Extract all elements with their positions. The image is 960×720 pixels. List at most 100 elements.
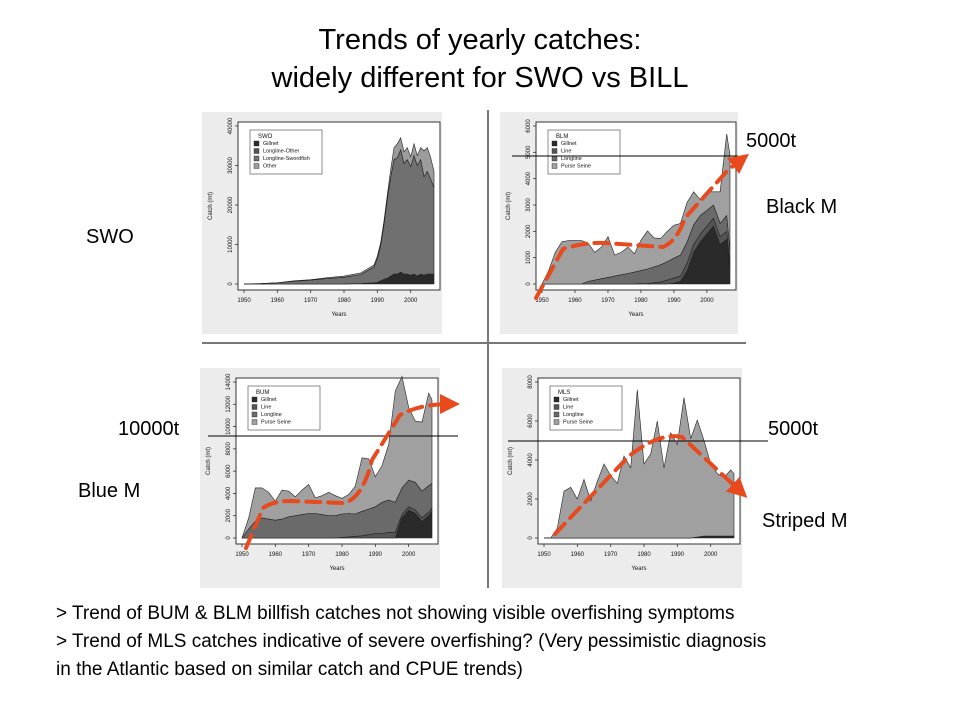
y-tick-label: 0 bbox=[526, 282, 532, 286]
y-tick-label: 4000 bbox=[526, 171, 532, 185]
legend-swatch bbox=[253, 148, 260, 154]
legend-box bbox=[247, 385, 321, 431]
legend-box bbox=[249, 129, 323, 175]
legend-entry: Purse Seine bbox=[561, 164, 591, 170]
y-axis-label: Catch (mt) bbox=[208, 192, 214, 220]
bum-trend-arrow bbox=[244, 394, 460, 550]
mls-trend-arrow bbox=[553, 434, 748, 536]
legend-box bbox=[549, 385, 623, 431]
slide-title-line-2: widely different for SWO vs BILL bbox=[271, 62, 689, 94]
legend-swatch bbox=[251, 404, 258, 410]
x-tick-label: 2000 bbox=[402, 552, 416, 558]
bum-level-label: 10000t bbox=[118, 418, 180, 440]
area-series-other bbox=[243, 136, 435, 285]
legend-entry: Purse Seine bbox=[563, 420, 593, 426]
x-axis-label: Years bbox=[329, 566, 344, 572]
y-tick-label: 2000 bbox=[528, 492, 534, 506]
legend-title: SWO bbox=[258, 134, 273, 140]
x-tick-label: 1970 bbox=[302, 552, 316, 558]
y-tick-label: 8000 bbox=[226, 442, 232, 456]
x-tick-label: 1960 bbox=[571, 552, 585, 558]
x-tick-label: 1990 bbox=[369, 552, 383, 558]
y-tick-label: 6000 bbox=[226, 464, 232, 478]
x-tick-label: 1950 bbox=[237, 298, 251, 304]
x-tick-label: 1950 bbox=[535, 298, 549, 304]
x-tick-label: 1950 bbox=[537, 552, 551, 558]
legend-swatch bbox=[551, 140, 558, 147]
y-tick-label: 0 bbox=[228, 282, 234, 286]
x-tick-label: 1970 bbox=[304, 298, 318, 304]
bullet-item: in the Atlantic based on similar catch a… bbox=[56, 659, 523, 680]
black-marlin-label: Black M bbox=[766, 196, 838, 218]
area-series-purse-seine bbox=[544, 389, 735, 539]
blm-catch-chart: 1950 1960 1970 1980 1990 2000 0 1000 2000 3000 400… bbox=[500, 112, 738, 334]
y-tick-label: 2000 bbox=[526, 224, 532, 238]
x-tick-label: 1960 bbox=[269, 552, 283, 558]
legend-entry: Other bbox=[263, 164, 277, 170]
x-tick-label: 2000 bbox=[704, 552, 718, 558]
mls-catch-chart: 1950 1960 1970 1980 1990 2000 0 2000 4000 6000 800… bbox=[502, 368, 742, 588]
y-tick-label: 8000 bbox=[528, 375, 534, 389]
legend-swatch bbox=[553, 404, 560, 410]
y-tick-label: 6000 bbox=[526, 119, 532, 133]
y-tick-label: 6000 bbox=[528, 414, 534, 428]
x-tick-label: 1950 bbox=[235, 552, 249, 558]
legend-entry: Longline bbox=[561, 156, 582, 162]
blm-trend-arrow bbox=[534, 153, 749, 300]
legend-entry: Purse Seine bbox=[261, 420, 291, 426]
legend-entry: Line bbox=[563, 405, 573, 411]
x-axis-label: Years bbox=[628, 312, 643, 318]
blue-marlin-label: Blue M bbox=[78, 480, 141, 502]
striped-marlin-label: Striped M bbox=[762, 510, 848, 532]
swo-catch-chart: 1950 1960 1970 1980 1990 20000100002000030000… bbox=[202, 112, 442, 334]
legend-entry: Line bbox=[261, 405, 271, 411]
legend-box bbox=[547, 129, 621, 175]
x-tick-label: 1970 bbox=[604, 552, 618, 558]
mls-level-label: 5000t bbox=[768, 418, 819, 440]
slide-title-line-1: Trends of yearly catches: bbox=[318, 24, 642, 56]
y-tick-label: 4000 bbox=[226, 486, 232, 500]
x-tick-label: 1990 bbox=[371, 298, 385, 304]
y-tick-label: 0 bbox=[528, 536, 534, 540]
legend-swatch bbox=[253, 140, 260, 147]
y-tick-label: 4000 bbox=[528, 453, 534, 467]
y-tick-label: 20000 bbox=[228, 196, 234, 213]
legend-entry: Longline bbox=[261, 412, 282, 418]
legend-entry: Gillnet bbox=[261, 397, 277, 403]
legend-swatch bbox=[251, 419, 258, 425]
y-tick-label: 30000 bbox=[228, 156, 234, 173]
legend-entry: Longline-Swordfish bbox=[263, 156, 310, 162]
x-tick-label: 1980 bbox=[337, 298, 351, 304]
legend-title: BUM bbox=[256, 390, 269, 396]
y-axis-label: Catch (mt) bbox=[206, 447, 212, 475]
blm-level-label: 5000t bbox=[746, 130, 797, 152]
legend-title: MLS bbox=[558, 390, 570, 396]
legend-swatch bbox=[253, 155, 260, 162]
x-tick-label: 1990 bbox=[671, 552, 685, 558]
x-tick-label: 1980 bbox=[637, 552, 651, 558]
bullet-list: > Trend of BUM & BLM billfish catches no… bbox=[56, 600, 946, 684]
legend-entry: Gillnet bbox=[563, 397, 579, 403]
x-tick-label: 1990 bbox=[667, 298, 681, 304]
y-tick-label: 12000 bbox=[226, 395, 232, 412]
legend-entry: Longline bbox=[563, 412, 584, 418]
x-tick-label: 2000 bbox=[404, 298, 418, 304]
legend-swatch bbox=[251, 411, 258, 418]
y-tick-label: 40000 bbox=[228, 117, 234, 134]
x-tick-label: 1980 bbox=[634, 298, 648, 304]
x-axis-label: Years bbox=[631, 566, 646, 572]
legend-title: BLM bbox=[556, 134, 568, 140]
bullet-item: > Trend of BUM & BLM billfish catches no… bbox=[56, 603, 735, 624]
y-tick-label: 10000 bbox=[226, 418, 232, 435]
y-tick-label: 3000 bbox=[526, 198, 532, 212]
x-axis-label: Years bbox=[331, 312, 346, 318]
swo-label: SWO bbox=[86, 226, 134, 248]
y-tick-label: 2000 bbox=[226, 508, 232, 522]
legend-swatch bbox=[551, 163, 558, 169]
legend-swatch bbox=[553, 396, 560, 403]
x-tick-label: 2000 bbox=[700, 298, 714, 304]
y-axis-label: Catch (mt) bbox=[508, 447, 514, 475]
bullet-item: > Trend of MLS catches indicative of sev… bbox=[56, 631, 767, 652]
legend-entry: Gillnet bbox=[561, 141, 577, 147]
